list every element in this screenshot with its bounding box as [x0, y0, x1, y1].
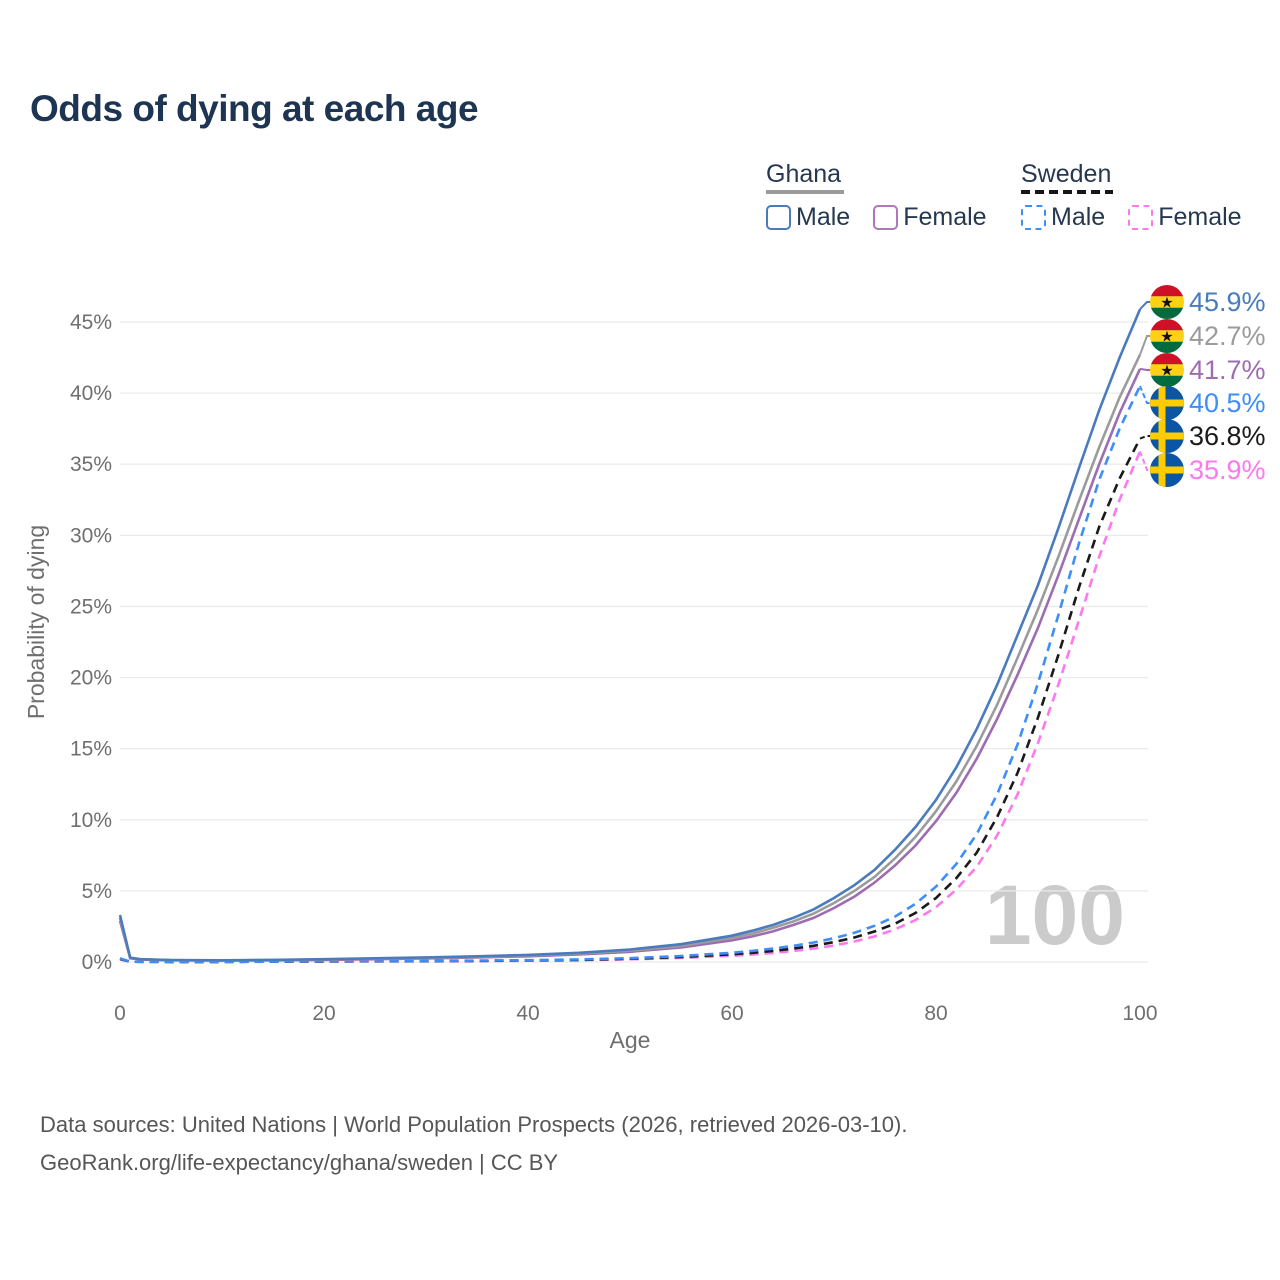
y-tick-label: 15% [70, 738, 112, 761]
legend-items-sweden: Male Female [1021, 203, 1242, 232]
y-tick-label: 45% [70, 311, 112, 334]
legend-toggle-sweden-male[interactable]: Male [1021, 203, 1105, 232]
legend-toggle-ghana-female[interactable]: Female [873, 203, 987, 232]
series-layer [118, 308, 1142, 964]
y-tick-label: 0% [82, 951, 112, 974]
series-end-label-gh-t: 42.7% [1189, 321, 1266, 351]
series-end-label-sw-f: 35.9% [1189, 455, 1266, 485]
legend-group-ghana: Ghana Male Female [766, 161, 987, 232]
series-line-gh-m [118, 308, 1142, 962]
legend-country-sweden-label: Sweden [1021, 160, 1112, 188]
legend-country-sweden[interactable]: Sweden [1021, 161, 1242, 194]
end-labels-layer: ★ 45.9% ★ 42.7% ★ 41.7%40.5%36.8% 35.9% [1139, 285, 1266, 487]
y-tick-label: 30% [70, 524, 112, 547]
footer: Data sources: United Nations | World Pop… [40, 1106, 907, 1182]
sweden-male-checkbox[interactable] [1021, 205, 1046, 230]
sweden-flag-icon [1150, 453, 1184, 487]
x-tick-label: 40 [516, 1002, 539, 1025]
gridlines-layer: 0% 5% 10% 15% 20% 25% 30% 35% 40% 45% 0 20 40 60 80 100 [70, 311, 1158, 1025]
ghana-line-style-swatch [766, 190, 844, 194]
sweden-flag-icon [1150, 419, 1184, 453]
footer-attribution: GeoRank.org/life-expectancy/ghana/sweden… [40, 1150, 559, 1175]
end-label-connector-sw-m [1139, 385, 1153, 404]
ghana-star-icon: ★ [1160, 362, 1173, 380]
end-label-connector-sw-f [1139, 451, 1153, 471]
sweden-flag-icon [1150, 386, 1184, 420]
series-end-label-gh-m: 45.9% [1189, 287, 1266, 317]
ghana-male-checkbox[interactable] [766, 205, 791, 230]
ghana-flag-icon: ★ [1150, 319, 1184, 353]
ghana-flag-icon: ★ [1150, 285, 1184, 319]
x-tick-label: 20 [312, 1002, 335, 1025]
y-tick-label: 10% [70, 809, 112, 832]
legend-toggle-ghana-male[interactable]: Male [766, 203, 850, 232]
x-tick-label: 100 [1122, 1002, 1157, 1025]
ghana-female-checkbox[interactable] [873, 205, 899, 230]
footer-sources: Data sources: United Nations | World Pop… [40, 1112, 908, 1137]
sweden-male-label: Male [1051, 203, 1106, 231]
x-tick-label: 80 [924, 1002, 947, 1025]
ghana-flag-icon: ★ [1150, 353, 1184, 387]
series-end-label-gh-f: 41.7% [1189, 355, 1266, 385]
sweden-line-style-swatch [1021, 190, 1113, 194]
legend-group-sweden: Sweden Male Female [1021, 161, 1242, 232]
legend-country-ghana-label: Ghana [766, 160, 842, 188]
x-axis-title: Age [610, 1027, 651, 1053]
legend-items-ghana: Male Female [766, 203, 987, 232]
x-tick-label: 0 [114, 1002, 126, 1025]
legend-toggle-sweden-female[interactable]: Female [1128, 203, 1242, 232]
x-tick-label: 60 [720, 1002, 743, 1025]
y-tick-label: 20% [70, 667, 112, 690]
y-tick-label: 5% [82, 880, 112, 903]
y-tick-label: 25% [70, 596, 112, 619]
y-axis-title: Probability of dying [23, 525, 49, 719]
sweden-female-checkbox[interactable] [1128, 205, 1154, 230]
ghana-star-icon: ★ [1160, 294, 1173, 312]
legend-country-ghana[interactable]: Ghana [766, 161, 987, 194]
series-end-label-sw-t: 36.8% [1189, 421, 1266, 451]
series-end-label-sw-m: 40.5% [1189, 388, 1266, 418]
age-counter-watermark: 100 [985, 868, 1125, 962]
legend: Ghana Male Female Sweden [766, 161, 1266, 241]
ghana-male-label: Male [796, 203, 851, 231]
page-title: Odds of dying at each age [30, 88, 479, 129]
sweden-female-label: Female [1158, 203, 1242, 231]
ghana-female-label: Female [903, 203, 987, 231]
y-tick-label: 40% [70, 382, 112, 405]
y-tick-label: 35% [70, 453, 112, 476]
ghana-star-icon: ★ [1160, 328, 1173, 346]
